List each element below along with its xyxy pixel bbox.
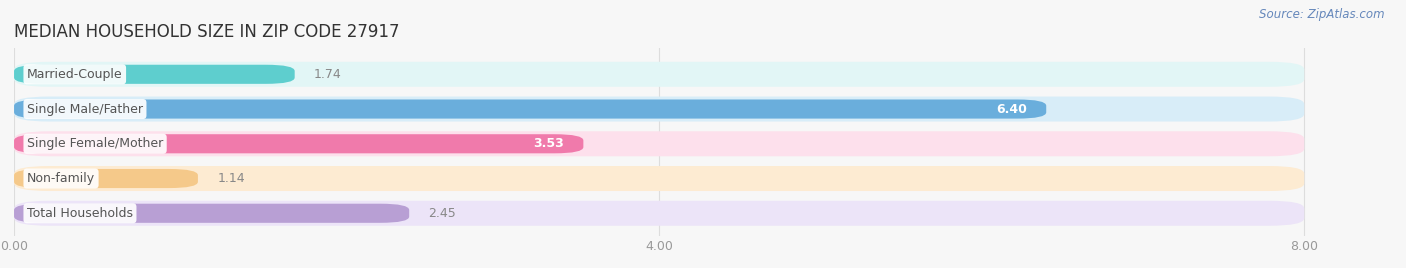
- Text: 1.74: 1.74: [314, 68, 342, 81]
- FancyBboxPatch shape: [14, 96, 1305, 122]
- FancyBboxPatch shape: [14, 169, 198, 188]
- Text: 1.14: 1.14: [218, 172, 245, 185]
- FancyBboxPatch shape: [14, 62, 1305, 87]
- Text: 2.45: 2.45: [429, 207, 457, 220]
- FancyBboxPatch shape: [14, 166, 1305, 191]
- Text: Single Female/Mother: Single Female/Mother: [27, 137, 163, 150]
- FancyBboxPatch shape: [14, 201, 1305, 226]
- Text: Non-family: Non-family: [27, 172, 96, 185]
- Text: 6.40: 6.40: [995, 103, 1026, 116]
- Text: Total Households: Total Households: [27, 207, 134, 220]
- Text: Source: ZipAtlas.com: Source: ZipAtlas.com: [1260, 8, 1385, 21]
- FancyBboxPatch shape: [14, 204, 409, 223]
- Text: 3.53: 3.53: [533, 137, 564, 150]
- Text: MEDIAN HOUSEHOLD SIZE IN ZIP CODE 27917: MEDIAN HOUSEHOLD SIZE IN ZIP CODE 27917: [14, 23, 399, 41]
- FancyBboxPatch shape: [14, 131, 1305, 156]
- FancyBboxPatch shape: [14, 134, 583, 153]
- FancyBboxPatch shape: [14, 99, 1046, 118]
- Text: Married-Couple: Married-Couple: [27, 68, 122, 81]
- FancyBboxPatch shape: [14, 65, 295, 84]
- Text: Single Male/Father: Single Male/Father: [27, 103, 143, 116]
